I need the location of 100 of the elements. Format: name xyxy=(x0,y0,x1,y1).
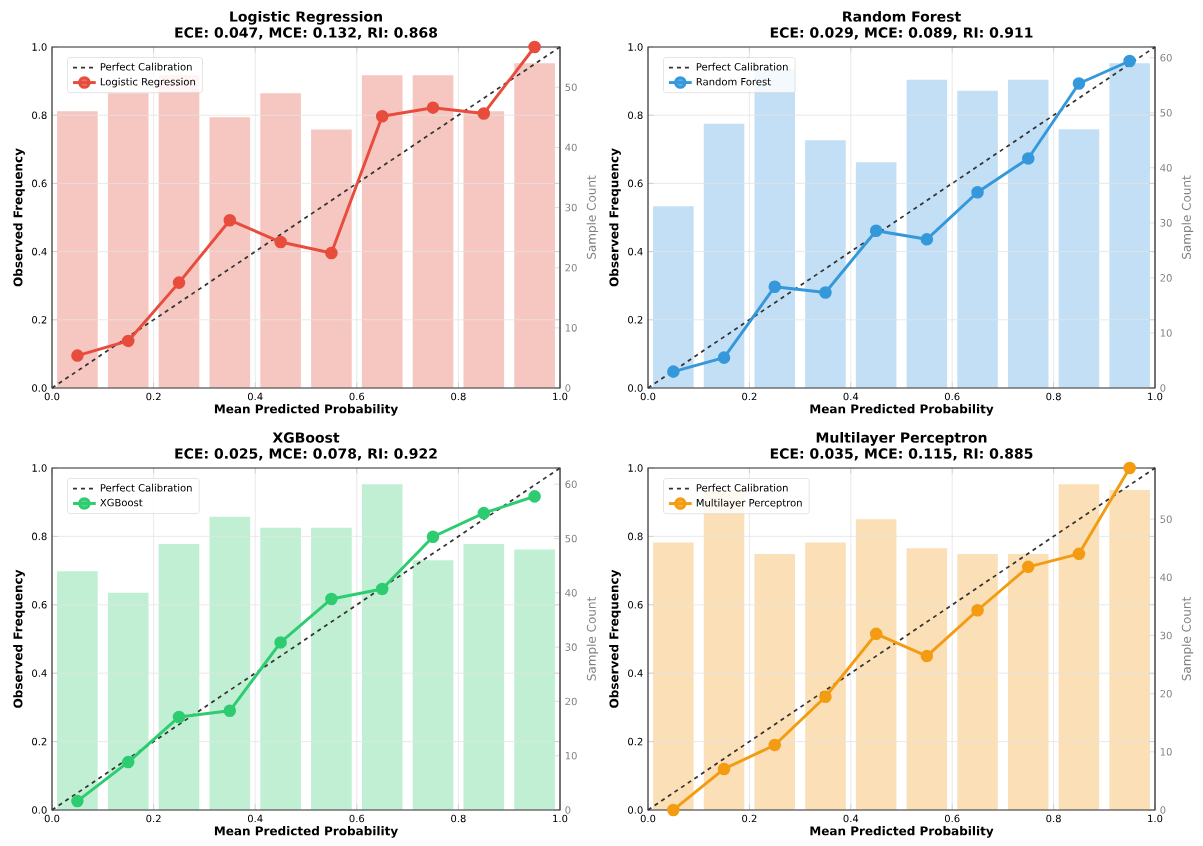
legend-label: Perfect Calibration xyxy=(696,62,788,71)
y2-tick-label: 40 xyxy=(1160,164,1172,172)
y2-tick-label: 10 xyxy=(1160,748,1172,756)
y2-tick-label: 10 xyxy=(565,324,577,332)
y-tick-label: 0.6 xyxy=(628,179,643,188)
bar xyxy=(906,548,948,810)
y-axis-title: Observed Frequency xyxy=(609,569,621,708)
legend-label: Perfect Calibration xyxy=(100,62,192,71)
point xyxy=(768,738,782,752)
bar xyxy=(463,111,505,388)
point xyxy=(325,592,338,606)
y2-axis-title: Sample Count xyxy=(586,597,599,681)
y2-tick-label: 50 xyxy=(565,83,577,92)
y2-axis-title: Sample Count xyxy=(1181,597,1194,681)
y-tick-label: 0.2 xyxy=(628,737,643,746)
point xyxy=(1072,77,1086,90)
point xyxy=(172,710,186,724)
y-tick-label: 1.0 xyxy=(628,464,643,472)
bar xyxy=(57,571,98,810)
bar xyxy=(957,90,998,388)
x-tick-label: 0.6 xyxy=(944,814,960,823)
point xyxy=(1123,461,1136,475)
point xyxy=(121,334,135,348)
x-tick-label: 0.0 xyxy=(44,392,60,401)
point xyxy=(121,755,135,769)
x-axis-title: Mean Predicted Probability xyxy=(214,404,398,416)
y2-tick-label: 50 xyxy=(565,534,577,543)
bar xyxy=(311,129,352,388)
point xyxy=(325,246,338,260)
point xyxy=(667,365,680,378)
y-tick-label: 0.8 xyxy=(628,532,643,541)
y-tick-label: 0.6 xyxy=(628,601,643,609)
y-tick-label: 1.0 xyxy=(32,464,47,472)
point xyxy=(1021,560,1035,574)
point xyxy=(528,490,541,503)
x-tick-label: 0.8 xyxy=(1046,392,1061,401)
bar xyxy=(805,140,846,388)
bar xyxy=(855,162,897,388)
point xyxy=(426,530,440,543)
bar xyxy=(1007,554,1049,810)
point xyxy=(971,603,984,617)
y2-tick-label: 0 xyxy=(565,384,571,392)
point xyxy=(477,107,491,120)
y2-axis-title: Sample Count xyxy=(1181,175,1194,259)
y-tick-label: 0.8 xyxy=(628,111,643,119)
point xyxy=(920,649,934,663)
x-tick-label: 0.0 xyxy=(44,814,60,823)
chart-title: Random Forest xyxy=(843,11,961,22)
y-tick-label: 0.8 xyxy=(32,111,47,119)
y-tick-label: 0.2 xyxy=(628,316,643,324)
bar xyxy=(514,549,555,810)
x-axis-title: Mean Predicted Probability xyxy=(810,404,994,416)
x-tick-label: 1.0 xyxy=(1148,392,1163,401)
y-axis-title: Observed Frequency xyxy=(609,148,621,287)
legend-label: Perfect Calibration xyxy=(100,483,192,492)
x-tick-label: 0.4 xyxy=(843,814,859,823)
point xyxy=(274,636,287,649)
bar xyxy=(361,75,403,388)
y2-tick-label: 30 xyxy=(565,203,577,212)
y-tick-label: 0.0 xyxy=(628,384,643,392)
bar xyxy=(653,542,694,810)
x-tick-label: 0.6 xyxy=(349,392,365,401)
point xyxy=(1123,54,1136,68)
y-tick-label: 0.4 xyxy=(32,247,47,256)
x-tick-label: 0.4 xyxy=(247,392,263,401)
chart-subtitle: ECE: 0.025, MCE: 0.078, RI: 0.922 xyxy=(175,448,437,461)
y-tick-label: 0.4 xyxy=(32,669,47,677)
y-tick-label: 0.8 xyxy=(32,532,47,541)
x-tick-label: 0.6 xyxy=(349,814,365,823)
bar xyxy=(57,111,98,388)
x-tick-label: 0.8 xyxy=(451,392,466,401)
point xyxy=(1072,547,1086,561)
bar xyxy=(653,206,694,388)
point xyxy=(223,704,237,718)
y2-tick-label: 40 xyxy=(1160,573,1172,582)
bar xyxy=(158,543,200,810)
x-tick-label: 0.2 xyxy=(742,814,757,823)
legend-label: Random Forest xyxy=(696,77,771,86)
x-axis-title: Mean Predicted Probability xyxy=(214,826,398,838)
y-tick-label: 0.0 xyxy=(628,806,643,814)
y2-tick-label: 60 xyxy=(565,480,577,489)
y2-tick-label: 40 xyxy=(565,143,577,152)
bar xyxy=(260,93,301,388)
x-tick-label: 0.6 xyxy=(944,392,960,401)
chart-title: Multilayer Perceptron xyxy=(816,432,987,446)
y-tick-label: 0.0 xyxy=(32,806,47,814)
point xyxy=(768,280,782,293)
bar xyxy=(311,527,352,810)
x-axis-title: Mean Predicted Probability xyxy=(810,826,994,838)
point xyxy=(869,224,883,238)
y2-tick-label: 0 xyxy=(565,806,571,814)
x-tick-label: 1.0 xyxy=(553,392,568,401)
point xyxy=(920,233,934,246)
x-tick-label: 0.2 xyxy=(146,814,161,823)
point xyxy=(819,286,832,299)
point xyxy=(528,40,541,54)
y2-tick-label: 40 xyxy=(565,589,577,597)
point xyxy=(223,213,237,227)
point xyxy=(869,627,883,641)
y2-tick-label: 30 xyxy=(1160,631,1172,640)
